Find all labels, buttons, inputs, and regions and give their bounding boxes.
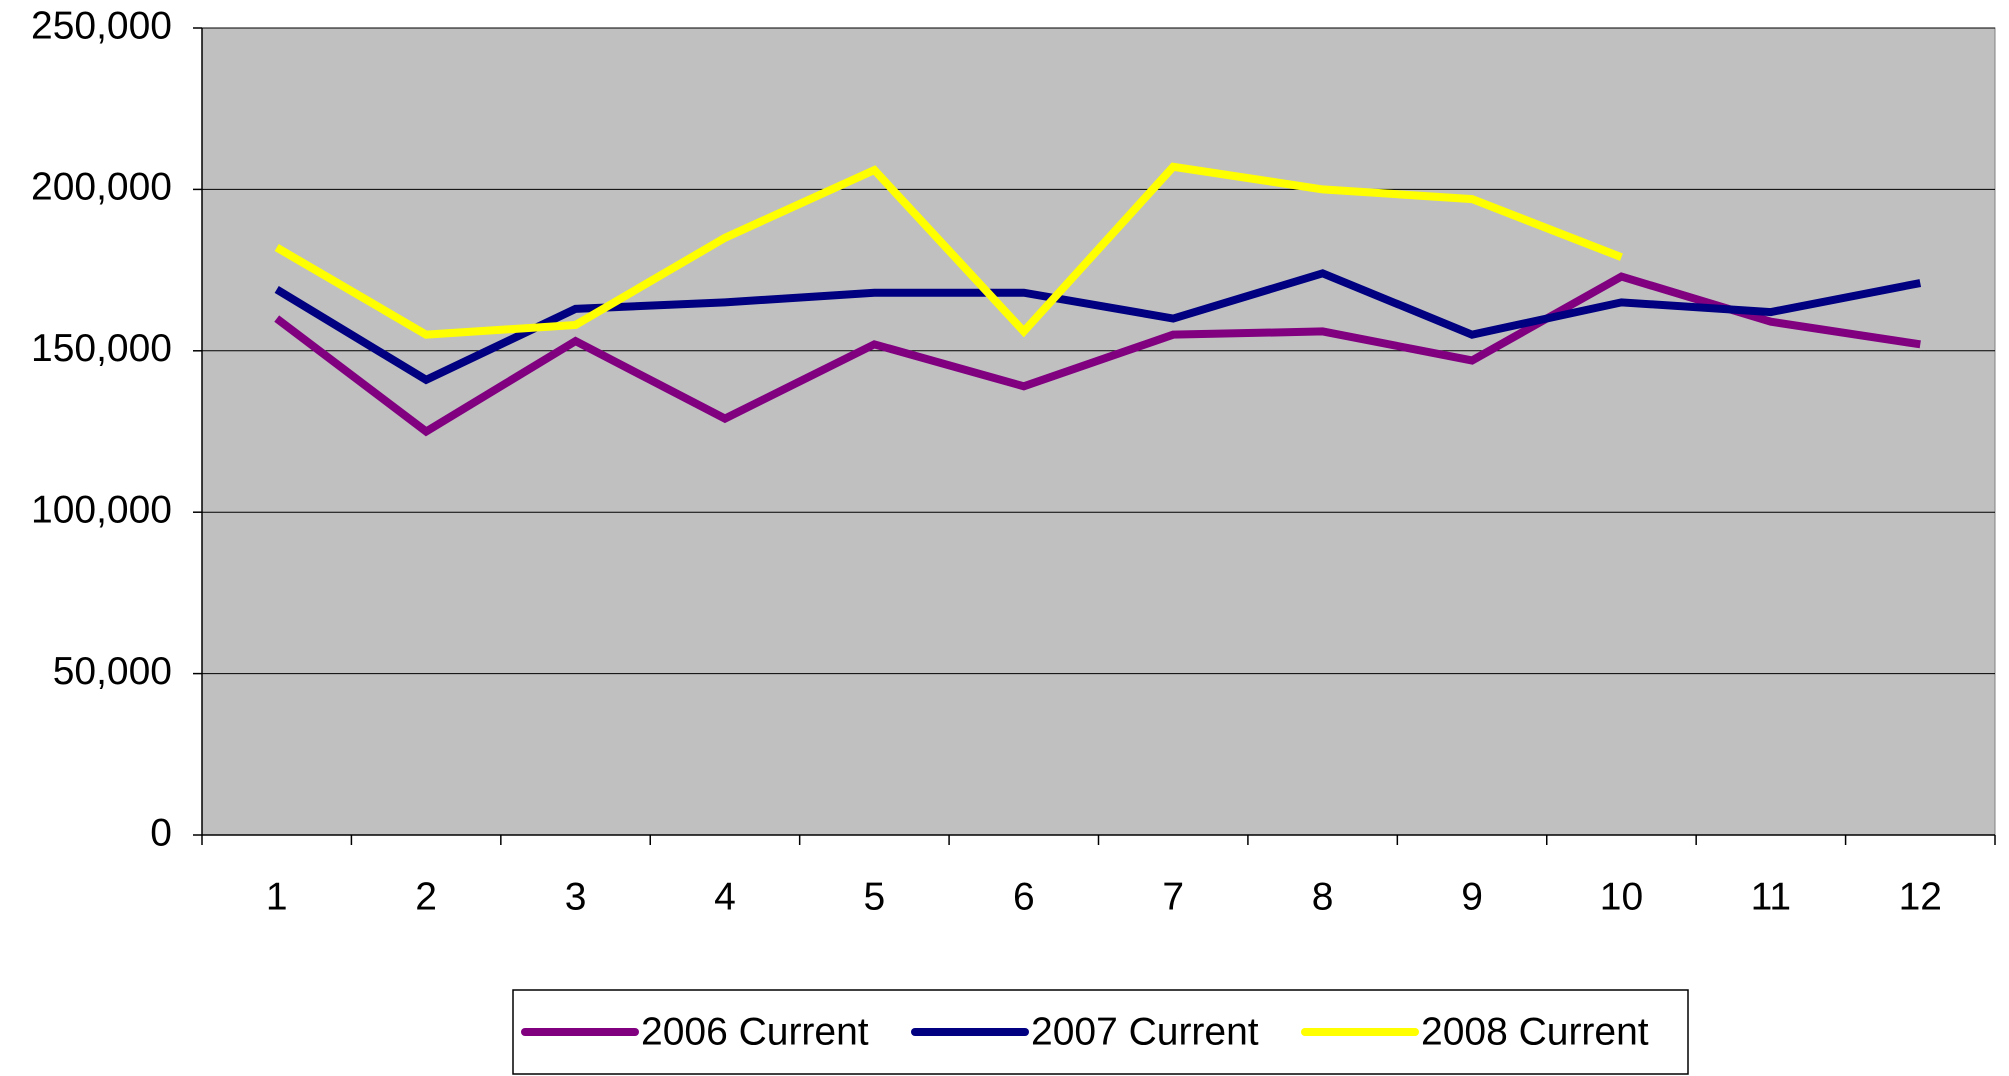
x-tick-label: 10	[1600, 875, 1643, 918]
x-tick-label: 1	[266, 875, 288, 918]
series-line	[274, 162, 1623, 339]
legend-label: 2006 Current	[641, 1010, 869, 1053]
y-tick-label: 100,000	[31, 488, 172, 531]
x-tick-label: 4	[714, 875, 736, 918]
y-tick-label: 200,000	[31, 166, 172, 209]
legend-label: 2007 Current	[1031, 1010, 1259, 1053]
x-tick-label: 7	[1162, 875, 1184, 918]
x-tick-label: 8	[1312, 875, 1334, 918]
plot-area	[201, 27, 1996, 836]
x-tick-label: 12	[1899, 875, 1942, 918]
legend-box	[512, 989, 1689, 1075]
x-tick-label: 3	[565, 875, 587, 918]
series-line	[274, 272, 1921, 437]
x-tick-label: 5	[864, 875, 886, 918]
legend-label: 2008 Current	[1421, 1010, 1649, 1053]
x-tick-label: 6	[1013, 875, 1035, 918]
x-tick-label: 9	[1461, 875, 1483, 918]
series-line	[274, 269, 1922, 385]
x-tick-label: 2	[415, 875, 437, 918]
y-tick-label: 150,000	[31, 327, 172, 370]
x-tick-label: 11	[1751, 875, 1792, 918]
y-tick-label: 50,000	[53, 650, 172, 693]
y-tick-label: 250,000	[31, 4, 172, 47]
y-tick-label: 0	[150, 811, 172, 854]
